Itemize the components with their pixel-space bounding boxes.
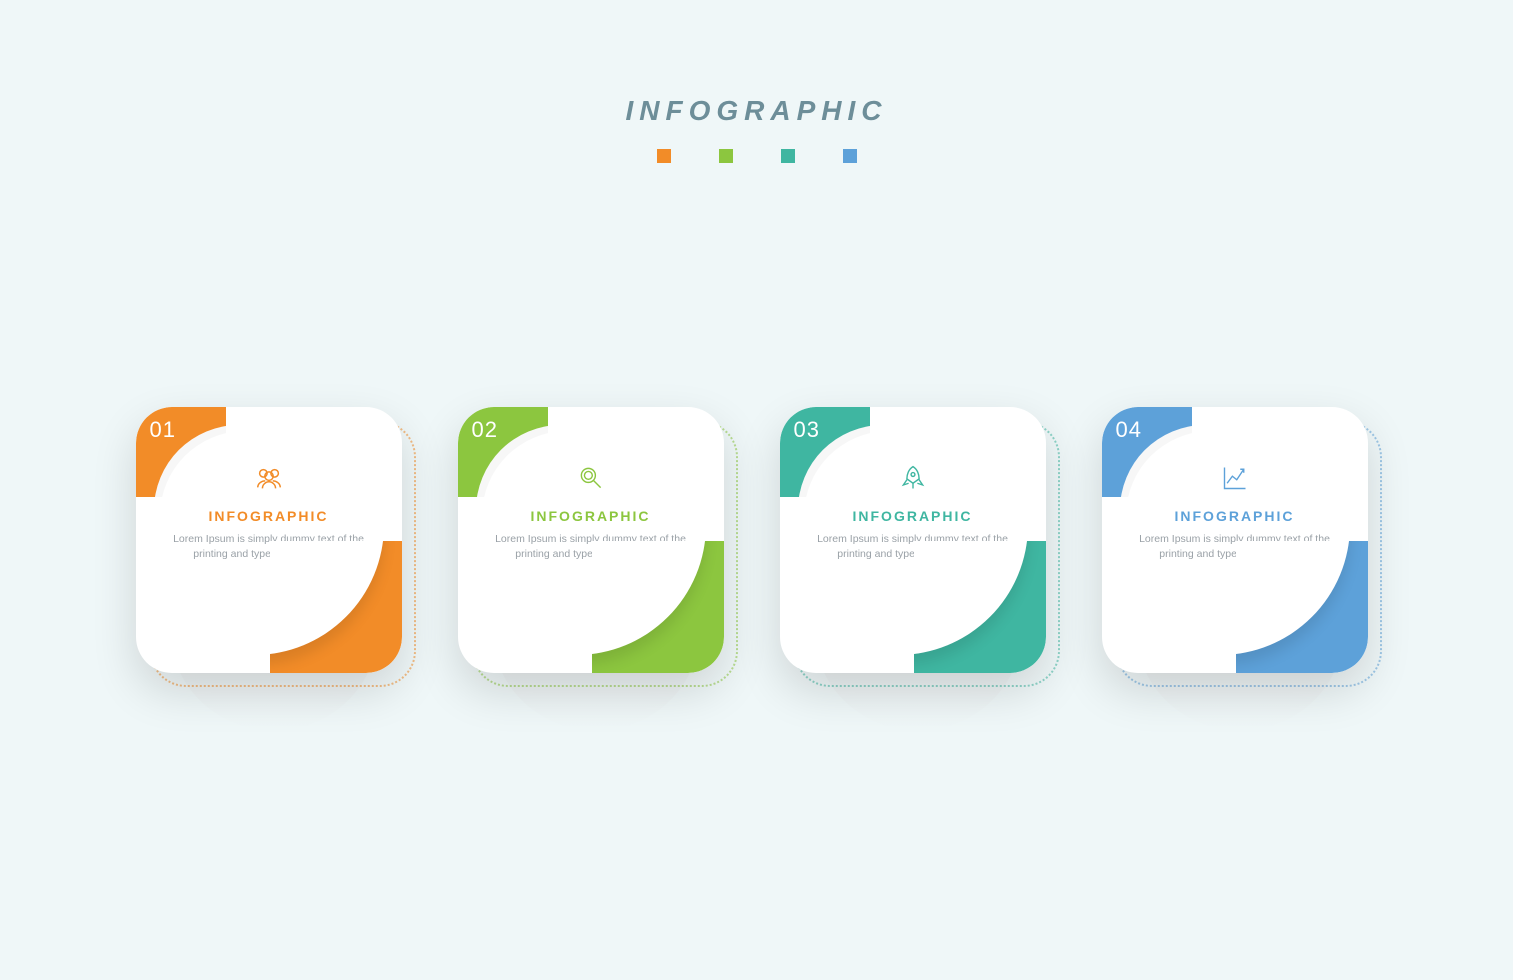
card-surface: 02 INFOGRAPHIC Lorem Ipsum is simply dum… bbox=[458, 407, 724, 673]
legend-dot-1 bbox=[657, 149, 671, 163]
card-corner-curl bbox=[1236, 541, 1368, 673]
legend-dot-3 bbox=[781, 149, 795, 163]
card-number: 03 bbox=[794, 417, 820, 443]
legend bbox=[0, 149, 1513, 163]
card-corner-curl bbox=[914, 541, 1046, 673]
cards-row: 01 INFOGRAPHIC Lorem Ipsum is simply dum… bbox=[0, 407, 1513, 683]
legend-dot-4 bbox=[843, 149, 857, 163]
card-1: 01 INFOGRAPHIC Lorem Ipsum is simply dum… bbox=[136, 407, 412, 683]
rocket-icon bbox=[897, 462, 929, 494]
page-title: INFOGRAPHIC bbox=[0, 95, 1513, 127]
card-corner-curl bbox=[270, 541, 402, 673]
card-surface: 04 INFOGRAPHIC Lorem Ipsum is simply dum… bbox=[1102, 407, 1368, 673]
card-surface: 01 INFOGRAPHIC Lorem Ipsum is simply dum… bbox=[136, 407, 402, 673]
card-title: INFOGRAPHIC bbox=[494, 508, 688, 524]
header: INFOGRAPHIC bbox=[0, 95, 1513, 163]
card-surface: 03 INFOGRAPHIC Lorem Ipsum is simply dum… bbox=[780, 407, 1046, 673]
card-number: 01 bbox=[150, 417, 176, 443]
growth-chart-icon bbox=[1219, 462, 1251, 494]
card-4: 04 INFOGRAPHIC Lorem Ipsum is simply dum… bbox=[1102, 407, 1378, 683]
card-title: INFOGRAPHIC bbox=[816, 508, 1010, 524]
card-3: 03 INFOGRAPHIC Lorem Ipsum is simply dum… bbox=[780, 407, 1056, 683]
card-title: INFOGRAPHIC bbox=[172, 508, 366, 524]
card-title: INFOGRAPHIC bbox=[1138, 508, 1332, 524]
legend-dot-2 bbox=[719, 149, 733, 163]
card-number: 02 bbox=[472, 417, 498, 443]
card-corner-curl bbox=[592, 541, 724, 673]
card-2: 02 INFOGRAPHIC Lorem Ipsum is simply dum… bbox=[458, 407, 734, 683]
card-number: 04 bbox=[1116, 417, 1142, 443]
magnifier-icon bbox=[575, 462, 607, 494]
users-icon bbox=[253, 462, 285, 494]
